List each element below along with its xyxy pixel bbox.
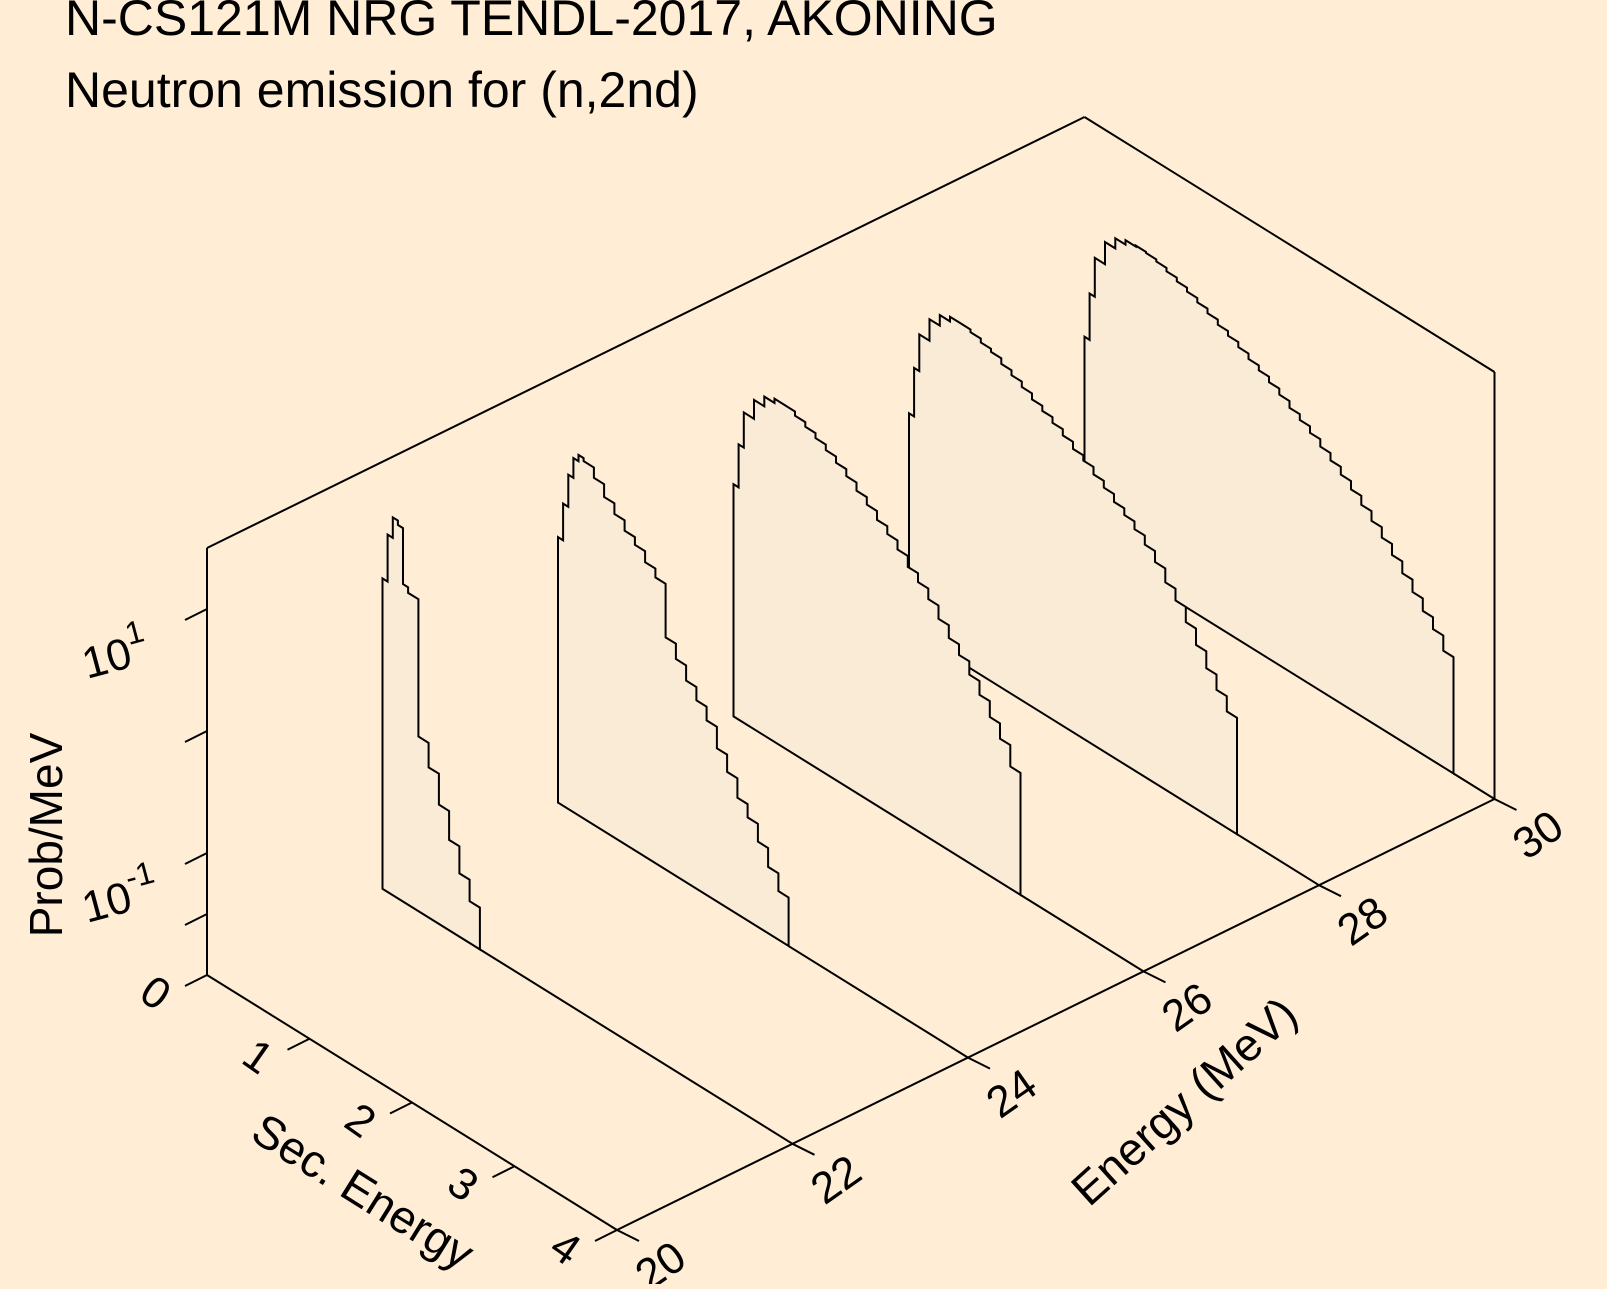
z-tick [184,913,208,926]
spectrum-baseline-22 [479,948,794,1145]
spectrum-baseline-24 [788,945,969,1059]
y-tick-label: 22 [802,1146,870,1214]
y-tick-label: 26 [1153,973,1221,1041]
y-tick-label: 30 [1504,801,1572,869]
back-right-top-edge [1083,116,1496,373]
spectrum-22-mev [381,515,794,1145]
y-tick-22 [792,1142,815,1156]
spectrum-baseline-28 [1236,833,1320,887]
chart-title: N-CS121M NRG TENDL-2017, AKONING [65,0,998,46]
spectrum-fill-24 [557,453,790,948]
y-tick-24 [967,1056,991,1070]
x-tick-2 [389,1101,413,1115]
spectrum-26-mev [732,394,1145,973]
z-axis-label: Prob/MeV [20,732,72,937]
spectrum-30-mev [1083,236,1496,800]
x-tick-label: 3 [439,1157,487,1211]
back-top-edge [206,116,1085,549]
spectrum-fill-28 [908,313,1238,836]
y-tick-label: 28 [1329,887,1397,955]
x-tick-3 [492,1165,515,1179]
x-tick-label: 0 [131,966,179,1020]
z-tick-label: 10-1 [74,854,165,933]
z-tick [184,608,208,621]
z-tick [184,852,208,865]
x-tick-label: 2 [336,1094,384,1148]
y-tick-label: 24 [978,1060,1046,1128]
z-tick-label: 101 [74,612,154,688]
chart-subtitle: Neutron emission for (n,2nd) [65,62,699,118]
spectrum-fill-22 [381,515,481,952]
x-tick-4 [594,1229,618,1242]
x-tick-1 [287,1037,310,1051]
y-tick-26 [1143,970,1166,984]
x-tick-label: 1 [234,1030,282,1084]
spectrum-fill-30 [1083,236,1455,776]
spectrum-24-mev [557,453,969,1059]
z-tick [184,730,208,743]
y-tick-20 [616,1229,640,1242]
x-tick-0 [184,974,208,987]
axes-frame [206,116,1496,1231]
spectrum-baseline-26 [1019,894,1145,973]
spectrum-baseline-30 [1452,772,1496,800]
y-tick-28 [1318,884,1342,898]
y-axis-line [616,798,1495,1231]
spectra-group [381,236,1496,1145]
spectrum-28-mev [908,313,1320,887]
y-tick-30 [1494,798,1517,811]
spectrum-fill-26 [732,394,1022,897]
x-tick-label: 4 [541,1221,589,1275]
